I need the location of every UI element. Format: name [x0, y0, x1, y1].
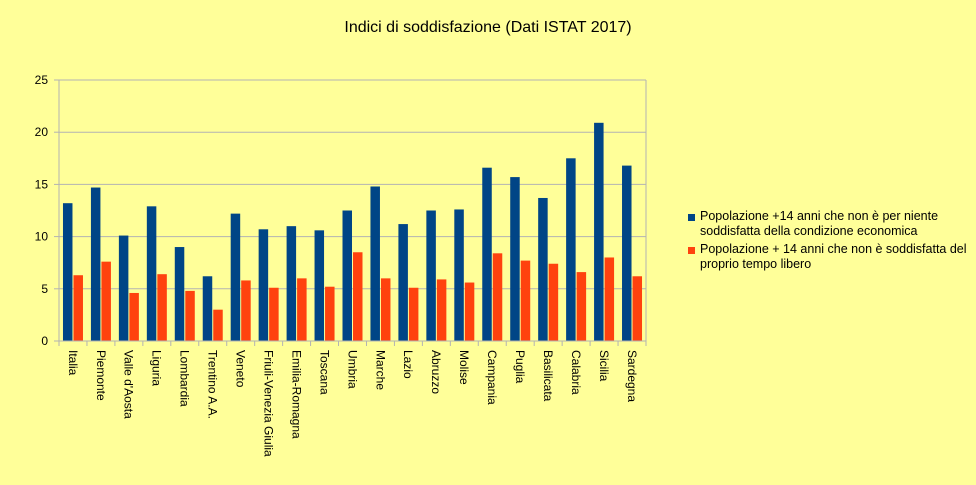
x-tick-label: Umbria	[345, 350, 359, 389]
x-tick-label: Sicilia	[597, 350, 611, 382]
bar-free-time	[213, 309, 223, 341]
bar-free-time	[464, 282, 475, 341]
bar-free-time	[241, 280, 251, 341]
y-tick-label: 15	[35, 177, 49, 191]
legend-label-free-time: Popolazione + 14 anni che non è soddisfa…	[700, 242, 967, 271]
bar-free-time	[576, 272, 587, 341]
bar-free-time	[548, 263, 559, 341]
y-tick-label: 5	[41, 282, 48, 296]
x-tick-label: Calabria	[569, 350, 583, 395]
bar-economic	[426, 210, 436, 341]
bar-free-time	[129, 292, 139, 341]
y-tick-label: 0	[41, 334, 48, 348]
x-tick-label: Trentino A.A.	[206, 350, 220, 419]
legend-swatch-free-time	[688, 247, 695, 254]
bar-economic	[622, 165, 632, 341]
bar-economic	[174, 247, 185, 341]
bar-free-time	[492, 253, 503, 341]
y-tick-label: 10	[35, 230, 49, 244]
x-tick-label: Emilia-Romagna	[289, 350, 303, 439]
bar-free-time	[297, 278, 307, 341]
x-tick-label: Campania	[485, 350, 499, 405]
bar-economic	[202, 276, 213, 341]
x-tick-label: Italia	[66, 350, 80, 376]
x-tick-label: Abruzzo	[429, 350, 443, 394]
bar-economic	[398, 224, 408, 341]
x-tick-label: Sardegna	[625, 350, 639, 402]
bar-economic	[62, 203, 73, 341]
bar-economic	[510, 177, 520, 341]
x-tick-label: Puglia	[513, 350, 527, 384]
bar-economic	[230, 213, 241, 341]
bar-free-time	[436, 279, 447, 341]
bar-economic	[538, 197, 548, 341]
legend-item-economic: Popolazione +14 anni che non è per nient…	[688, 209, 973, 239]
y-tick-label: 20	[35, 125, 49, 139]
bar-economic	[286, 226, 297, 341]
legend-label-economic: Popolazione +14 anni che non è per nient…	[700, 209, 939, 238]
x-tick-label: Marche	[373, 350, 387, 390]
bar-free-time	[604, 257, 615, 341]
bar-free-time	[408, 287, 419, 341]
legend-item-free-time: Popolazione + 14 anni che non è soddisfa…	[688, 242, 973, 272]
bar-free-time	[632, 276, 643, 341]
bar-free-time	[269, 287, 279, 341]
x-tick-label: Lazio	[401, 350, 415, 379]
bar-economic	[314, 230, 325, 341]
bar-economic	[258, 229, 269, 341]
bar-free-time	[325, 286, 335, 341]
x-tick-label: Molise	[457, 350, 471, 385]
bar-free-time	[185, 290, 195, 341]
bar-free-time	[157, 274, 167, 341]
bar-free-time	[353, 252, 363, 341]
bar-free-time	[101, 261, 111, 341]
bar-economic	[90, 187, 101, 341]
legend: Popolazione +14 anni che non è per nient…	[688, 209, 973, 275]
x-tick-label: Liguria	[150, 350, 164, 386]
bar-economic	[482, 167, 492, 341]
bar-economic	[454, 209, 464, 341]
bar-economic	[342, 210, 352, 341]
bar-economic	[594, 122, 604, 341]
x-tick-label: Friuli-Venezia Giulia	[261, 350, 275, 457]
bar-free-time	[380, 278, 391, 341]
x-tick-label: Piemonte	[94, 350, 108, 401]
y-tick-label: 25	[35, 73, 49, 87]
chart-title: Indici di soddisfazione (Dati ISTAT 2017…	[344, 19, 632, 36]
bar-economic	[118, 235, 129, 341]
bar-free-time	[73, 275, 83, 341]
x-tick-label: Valle d'Aosta	[122, 350, 136, 419]
legend-swatch-economic	[688, 214, 695, 221]
bar-free-time	[520, 260, 531, 341]
x-tick-label: Veneto	[234, 350, 248, 388]
bar-economic	[146, 206, 157, 341]
x-tick-label: Lombardia	[178, 350, 192, 407]
bar-economic	[566, 158, 576, 341]
x-tick-label: Basilicata	[541, 350, 555, 402]
bar-economic	[370, 186, 380, 341]
x-tick-label: Toscana	[317, 350, 331, 395]
